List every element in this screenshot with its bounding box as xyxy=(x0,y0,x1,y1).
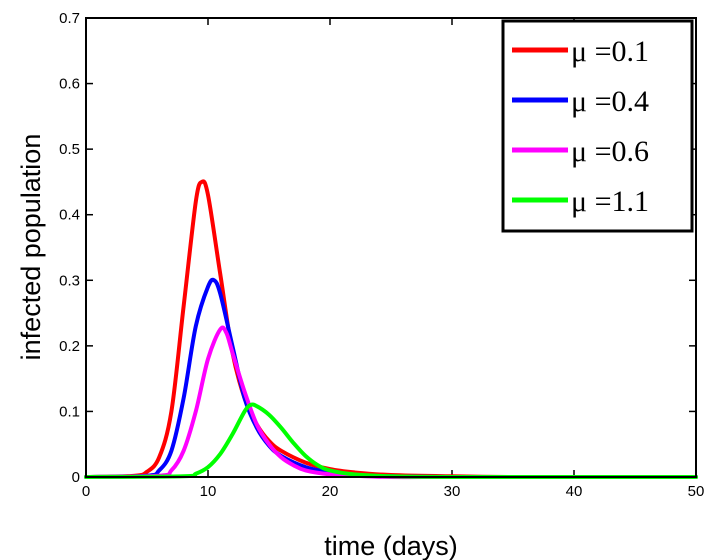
y-tick-label: 0.5 xyxy=(59,141,80,158)
x-tick-label: 20 xyxy=(322,483,339,500)
legend-label-2: μ =0.4 xyxy=(571,85,649,118)
y-tick-label: 0.1 xyxy=(59,403,80,420)
y-tick-label: 0.2 xyxy=(59,338,80,355)
y-axis-label: infected population xyxy=(16,134,46,361)
x-tick-label: 40 xyxy=(566,483,583,500)
y-tick-label: 0.4 xyxy=(59,207,80,224)
y-tick-label: 0.7 xyxy=(59,10,80,27)
x-tick-labels: 0 10 20 30 40 50 xyxy=(82,483,705,500)
x-axis-label: time (days) xyxy=(324,531,458,560)
plot-frame xyxy=(85,17,697,478)
x-tick-label: 50 xyxy=(688,483,705,500)
y-tick-label: 0.3 xyxy=(59,272,80,289)
x-tick-label: 30 xyxy=(444,483,461,500)
x-tick-label: 0 xyxy=(82,483,90,500)
y-tick-label: 0 xyxy=(72,469,80,486)
y-tick-labels: 0 0.1 0.2 0.3 0.4 0.5 0.6 0.7 xyxy=(59,10,80,486)
y-tick-label: 0.6 xyxy=(59,76,80,93)
legend: μ =0.1 μ =0.4 μ =0.6 μ =1.1 xyxy=(501,19,694,233)
x-tick-label: 10 xyxy=(200,483,217,500)
legend-label-3: μ =0.6 xyxy=(571,135,649,168)
legend-label-4: μ =1.1 xyxy=(571,185,649,218)
legend-box xyxy=(501,19,694,233)
legend-label-1: μ =0.1 xyxy=(571,35,649,68)
